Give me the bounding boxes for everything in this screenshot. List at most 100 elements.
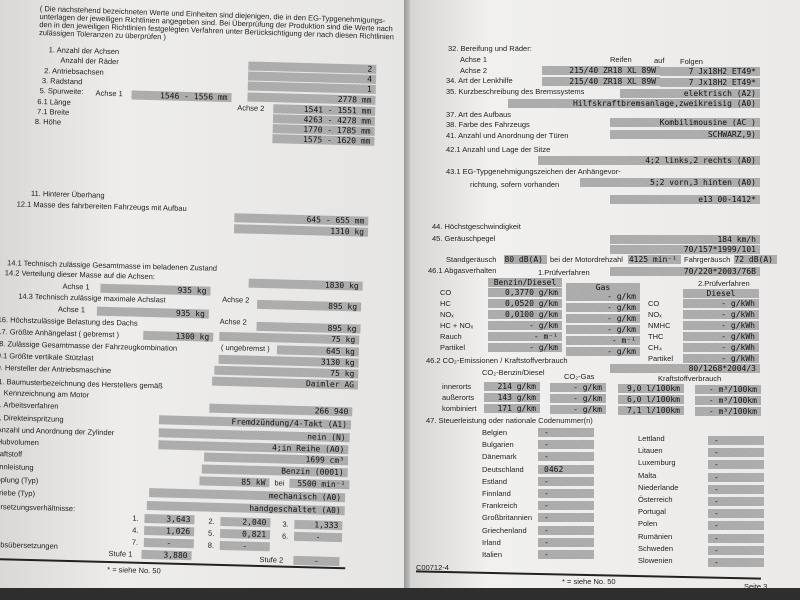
label: CO₂-Benzin/Diesel xyxy=(482,368,545,377)
gear-label: 2. xyxy=(208,516,215,526)
benzin-value: 0,0100 g/km xyxy=(488,310,562,319)
label: 35. Kurzbeschreibung des Bremssystems xyxy=(446,87,585,96)
value-lenkhilfe: elektrisch (A2) xyxy=(620,89,760,98)
gear-label: 6. xyxy=(281,531,289,541)
gas-value: - g/km xyxy=(566,292,640,301)
label: Kraftstoffverbrauch xyxy=(658,374,722,383)
pollutant-label: Rauch xyxy=(440,332,462,341)
value-achse2-masse: 895 kg xyxy=(257,299,362,312)
pollutant-label: THC xyxy=(648,332,664,341)
label: 3. Anzahl und Anordnung der Zylinder xyxy=(0,424,115,438)
label: Getriebe (Typ) xyxy=(0,487,36,499)
label: 20. Hersteller der Antriebsmaschine xyxy=(0,362,112,376)
label: 12.1 Masse des fahrbereiten Fahrzeugs mi… xyxy=(16,199,187,213)
label: 46.1 Abgasverhalten xyxy=(428,266,497,275)
stufe2-label: Stufe 2 xyxy=(259,554,284,565)
country-code: - xyxy=(708,436,764,445)
country-code: - xyxy=(708,509,764,519)
co2-gas-value: - g/km xyxy=(550,405,606,414)
label: Achse 2 xyxy=(222,294,250,305)
country-name: Großbritannien xyxy=(482,513,533,523)
label: 11. Hinterer Überhang xyxy=(30,188,105,200)
diesel-value: - g/kWh xyxy=(683,343,759,352)
country-code: - xyxy=(538,525,594,535)
country-name: Schweden xyxy=(638,543,674,553)
diesel-value: - g/kWh xyxy=(683,321,759,330)
value-hoechstgeschwindigkeit: 184 km/h xyxy=(610,235,760,244)
country-name: Polen xyxy=(638,519,658,529)
pollutant-label: CO xyxy=(440,288,452,297)
country-name: Litauen xyxy=(638,446,663,456)
label: 38. Farbe des Fahrzeugs xyxy=(446,120,530,129)
label: 41. Anzahl und Anordnung der Türen xyxy=(446,131,569,140)
country-code: - xyxy=(538,537,594,547)
column-gas: Gas xyxy=(566,283,640,292)
label: 5. Spurweite: xyxy=(39,86,84,97)
value-hubvolumen: 1699 cm³ xyxy=(203,452,349,466)
gas-value: - g/km xyxy=(566,303,640,312)
diesel-value: - g/kWh xyxy=(683,310,759,319)
country-code: - xyxy=(708,521,764,531)
gear-ratio-1: 3,643 xyxy=(144,513,195,525)
pollutant-label: CO xyxy=(648,299,660,308)
value-reifen-achse1: 215/40 ZR18 XL 89W xyxy=(542,66,660,75)
country-code: - xyxy=(708,497,764,506)
value-farbe: SCHWARZ,9) xyxy=(610,130,760,139)
pollutant-label: NMHC xyxy=(648,321,671,330)
value-zylinder: 4;in Reihe (A0) xyxy=(158,440,349,455)
label: Achse 2 xyxy=(219,316,247,327)
label: Kennzeichnung am Motor xyxy=(3,388,90,400)
label: 3. Radstand xyxy=(41,76,83,87)
value-geraeusch-richtlinie: 70/157*1999/101 xyxy=(610,245,760,254)
value-felgen-achse2: 7 Jx18H2 ET49* xyxy=(660,78,760,87)
label: Achse 2 xyxy=(460,66,488,75)
country-name: Slowenien xyxy=(638,556,673,565)
label: 34. Art der Lenkhilfe xyxy=(446,76,513,85)
value-felgen-achse1: 7 Jx18H2 ET49* xyxy=(660,67,760,76)
label: 42.1 Anzahl und Lage der Sitze xyxy=(446,145,551,154)
value-anhaengelast-ungebremst: 645 kg xyxy=(276,345,360,357)
pollutant-label: Partikel xyxy=(440,343,466,352)
fuel-consumption-value: 9,0 l/100km xyxy=(618,384,684,393)
value-bremssystem: Hilfskraftbremsanlage,zweikreisig (A0) xyxy=(508,99,760,108)
country-name: Rumänien xyxy=(638,531,673,541)
label: Nennleistung xyxy=(0,461,34,473)
page-number: Seite 3 xyxy=(744,582,768,591)
label: 47. Steuerleistung oder nationale Codenu… xyxy=(426,416,593,425)
label: ( ungebremst ) xyxy=(220,342,270,354)
value-anhaengelast-gebremst: 1300 kg xyxy=(143,330,214,342)
label: 17. Größte Anhängelast ( gebremst ) xyxy=(0,327,120,340)
value-achslast-2: 895 kg xyxy=(256,321,361,334)
country-name: Lettland xyxy=(638,434,665,443)
left-page: ( Die nachstehend bezeichneten Werte und… xyxy=(0,0,406,600)
gear-label: 8. xyxy=(207,540,215,550)
label: Kupplung (Typ) xyxy=(0,474,39,486)
stufe2-value: - xyxy=(293,555,340,567)
value-abgas-richtlinie: 70/220*2003/76B xyxy=(610,267,760,276)
country-name: Österreich xyxy=(638,495,673,504)
label: 18. Zulässige Gesamtmasse der Fahrzeugko… xyxy=(0,338,178,353)
value-reifen-achse2: 215/40 ZR18 XL 89W xyxy=(542,77,660,86)
value-drehzahl: 5500 min⁻¹ xyxy=(289,478,350,490)
country-code: - xyxy=(538,550,594,559)
gear-ratio-5: 0,821 xyxy=(219,528,271,540)
country-code: - xyxy=(708,472,764,482)
value-sitze: 5;2 vorn,3 hinten (A0) xyxy=(580,178,760,187)
country-name: Griechenland xyxy=(482,525,527,535)
country-name: Luxemburg xyxy=(638,458,676,468)
pollutant-label: HC xyxy=(440,299,451,308)
label: 7.1 Breite xyxy=(36,107,70,117)
fuel-consumption-value: 6,0 l/100km xyxy=(618,395,684,404)
country-name: Deutschland xyxy=(482,464,524,474)
label: bei der Motordrehzahl xyxy=(550,255,623,264)
value-gesamtmasse: 1830 kg xyxy=(248,278,363,291)
stufe1-value: 3,880 xyxy=(141,549,192,561)
book-gutter xyxy=(404,0,412,600)
gear-ratio-7: - xyxy=(143,537,194,549)
label: 2.Prüfverfahren xyxy=(698,279,750,288)
value-achslast-1: 935 kg xyxy=(96,306,209,319)
country-code: - xyxy=(538,428,594,437)
gear-ratio-4: 1,026 xyxy=(144,525,195,537)
label: 32. Bereifung und Räder: xyxy=(448,44,532,53)
value-tueren: 4;2 links,2 rechts (A0) xyxy=(538,156,760,165)
